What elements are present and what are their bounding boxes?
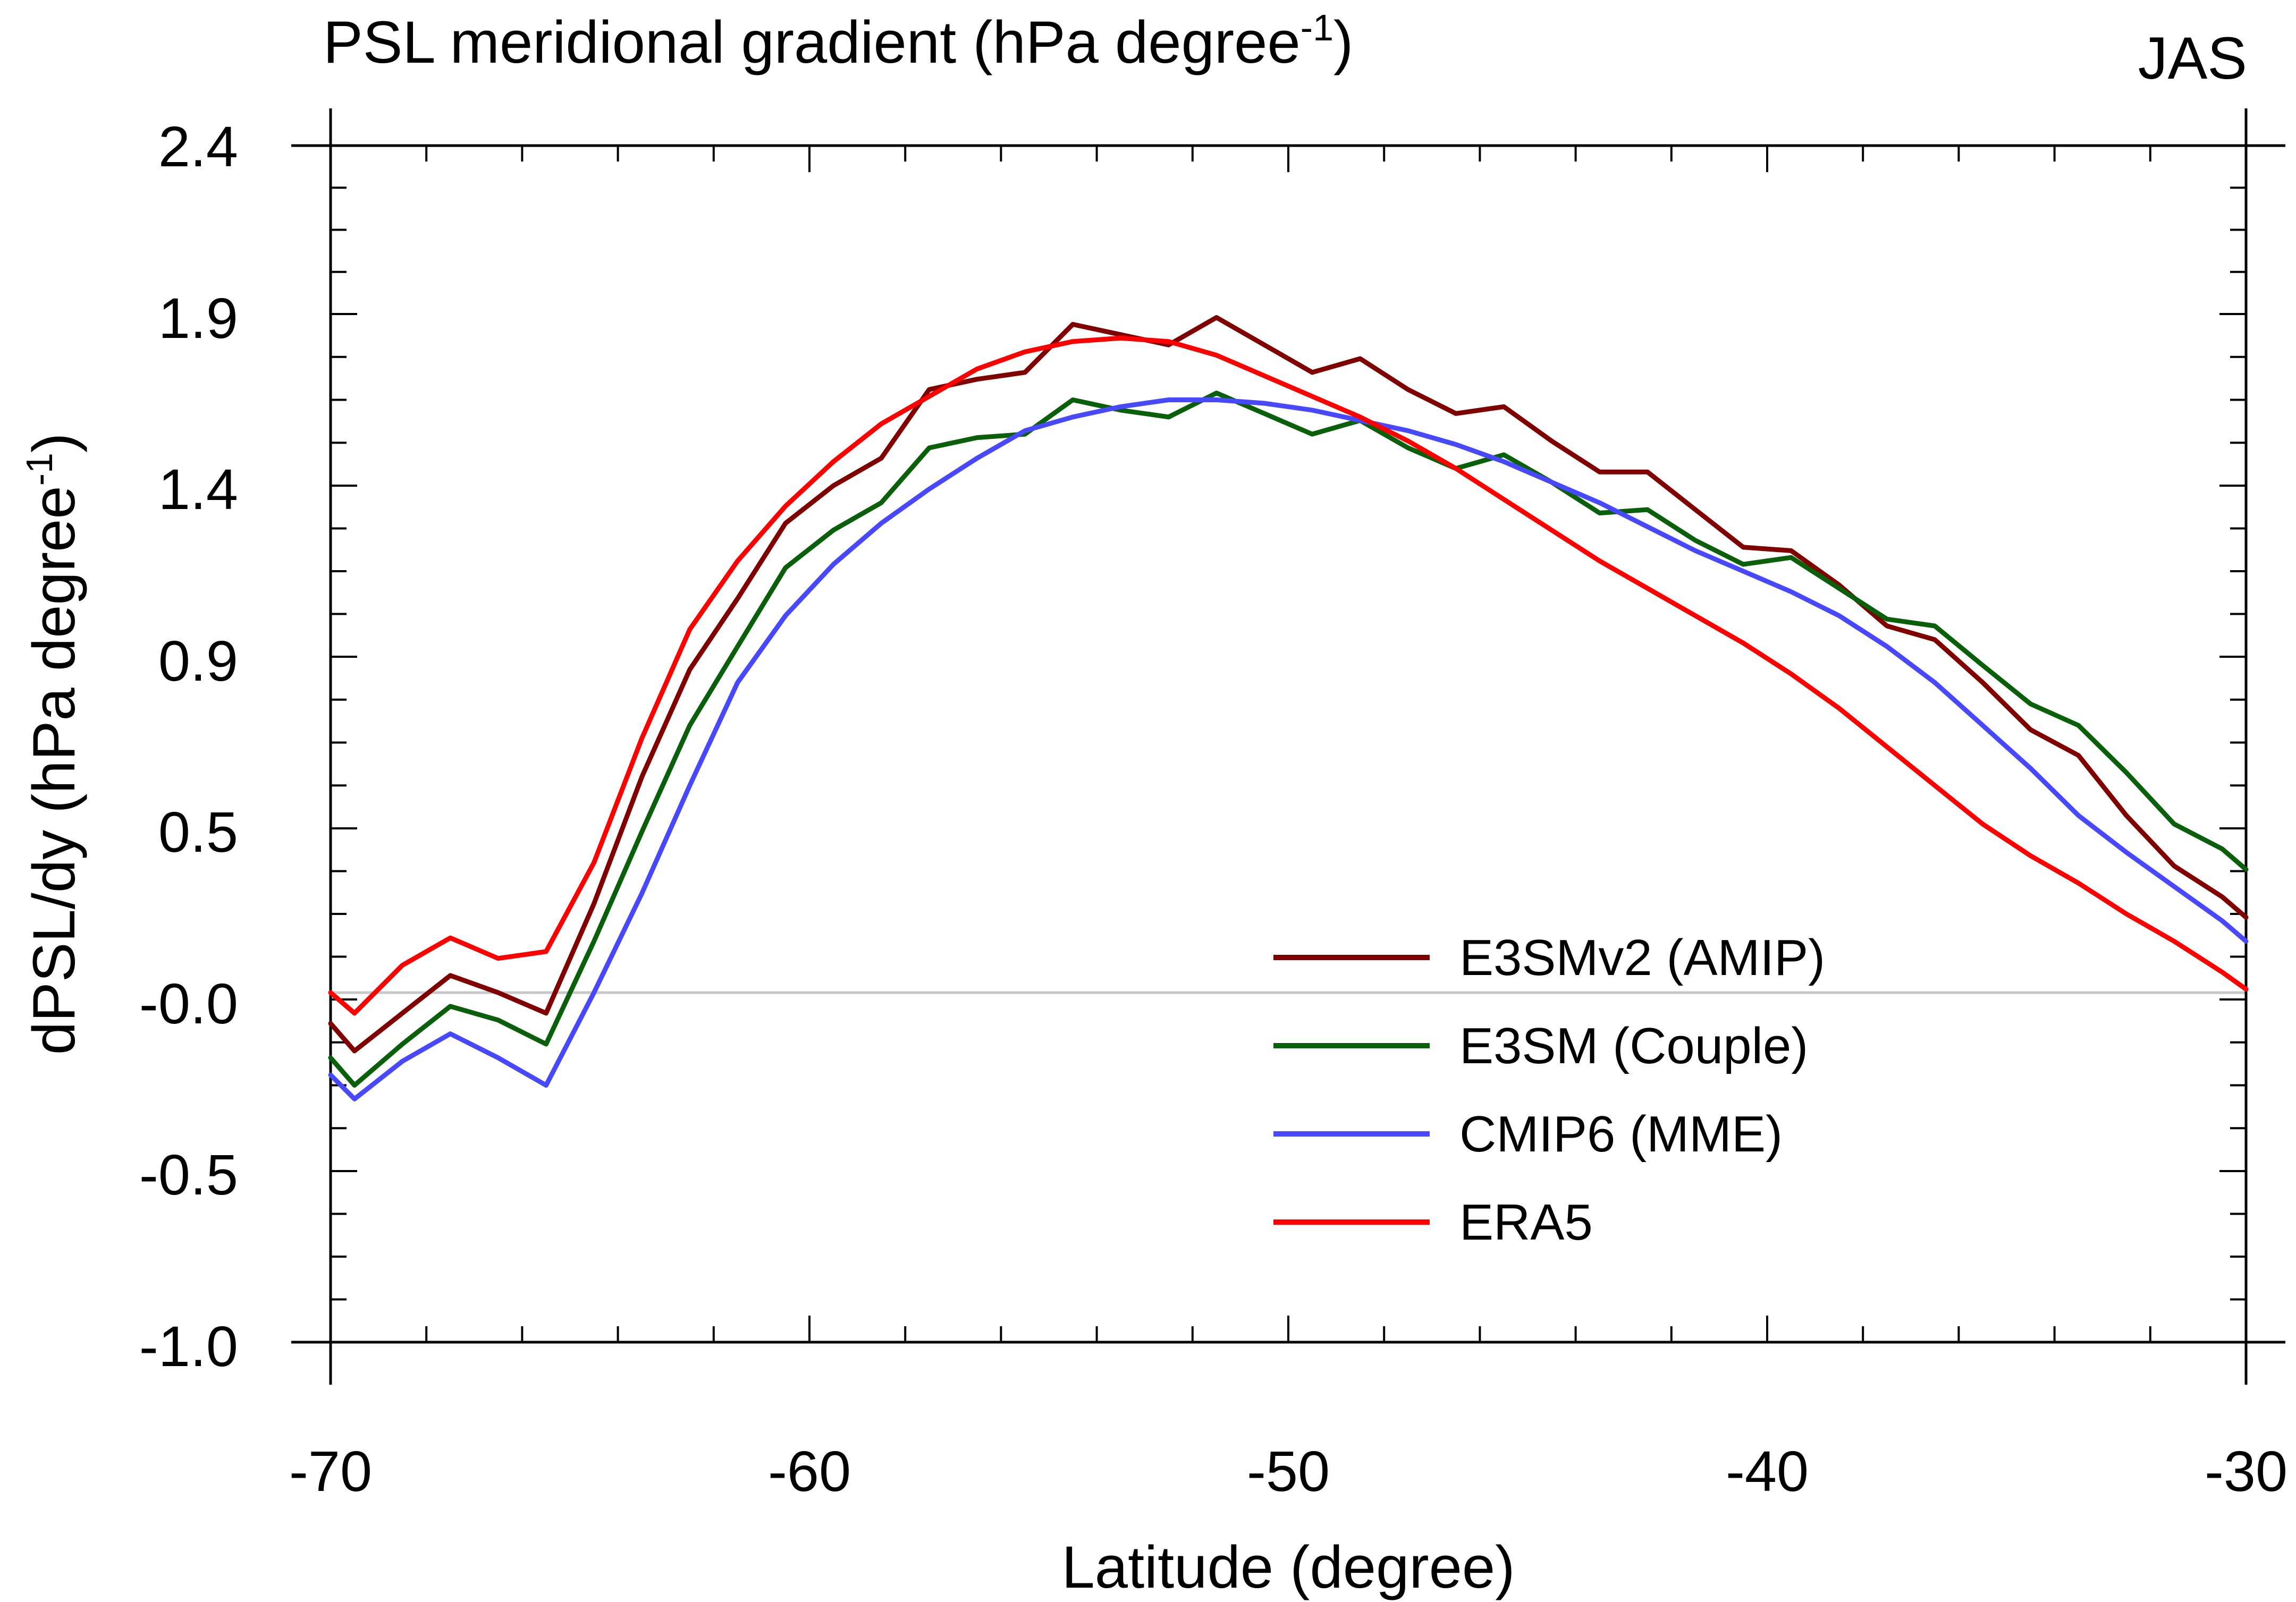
y-tick-label: 0.9 <box>158 629 238 693</box>
axis-ticks <box>330 145 2247 1343</box>
x-tick-label: -50 <box>1247 1439 1330 1503</box>
series-line-e3sm-couple <box>328 391 2249 1088</box>
legend-label-e3sm-couple: E3SM (Couple) <box>1459 1018 1808 1074</box>
x-tick-label: -30 <box>2205 1439 2287 1503</box>
y-tick-label: -0.5 <box>139 1142 238 1207</box>
legend-label-era5: ERA5 <box>1459 1194 1593 1251</box>
legend-label-e3smv2-amip: E3SMv2 (AMIP) <box>1459 929 1825 986</box>
x-tick-label: -40 <box>1726 1439 1809 1503</box>
legend-label-cmip6-mme: CMIP6 (MME) <box>1459 1106 1783 1163</box>
x-tick-labels: -70 -60 -50 -40 -30 <box>289 1439 2287 1503</box>
y-tick-label: 1.4 <box>158 457 238 521</box>
y-tick-label: -0.0 <box>139 971 238 1036</box>
x-axis-label: Latitude (degree) <box>1061 1534 1515 1600</box>
y-tick-label: -1.0 <box>139 1314 238 1378</box>
series-line-cmip6-mme <box>328 397 2249 1101</box>
y-axis-label: dPSL/dy (hPa degree-1) <box>19 433 87 1055</box>
series-group <box>328 315 2249 1101</box>
y-tick-label: 1.9 <box>158 286 238 350</box>
y-tick-label: 0.5 <box>158 800 238 864</box>
series-line-era5 <box>328 335 2249 1016</box>
chart-title: PSL meridional gradient (hPa degree-1) <box>323 7 1353 75</box>
x-tick-label: -60 <box>768 1439 851 1503</box>
x-tick-label: -70 <box>289 1439 372 1503</box>
y-tick-labels: 2.4 1.9 1.4 0.9 0.5 -0.0 -0.5 -1.0 <box>139 114 238 1378</box>
y-tick-label: 2.4 <box>158 114 238 179</box>
series-line-e3smv2-amip <box>328 315 2249 1054</box>
season-label: JAS <box>2138 25 2247 91</box>
legend: E3SMv2 (AMIP) E3SM (Couple) CMIP6 (MME) … <box>1273 929 1825 1251</box>
